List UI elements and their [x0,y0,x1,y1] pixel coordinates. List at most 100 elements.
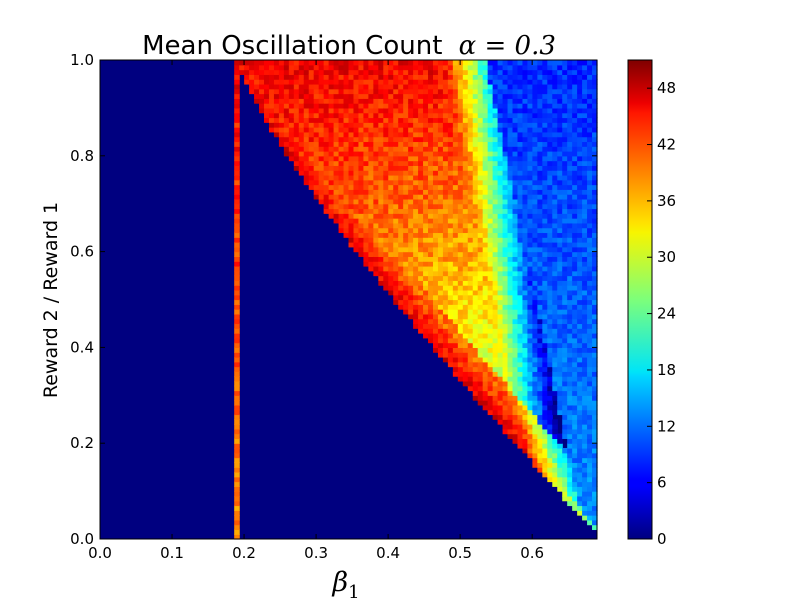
heatmap-cell [234,232,240,238]
heatmap-cell [547,189,553,195]
heatmap-cell [273,69,280,75]
heatmap-cell [587,443,593,449]
heatmap-cell [418,313,424,320]
heatmap-cell [587,515,593,521]
heatmap-cell [338,93,345,99]
heatmap-cell [388,155,394,162]
heatmap-cell [457,342,464,348]
heatmap-cell [338,218,345,224]
heatmap-cell [522,280,529,286]
heatmap-cell [587,491,593,497]
heatmap-cell [467,88,474,95]
heatmap-cell [278,117,285,123]
heatmap-cell [522,83,529,90]
heatmap-cell [577,194,583,200]
heatmap-cell [562,486,568,492]
heatmap-cell [254,79,260,85]
heatmap-cell [507,270,514,277]
y-tick-label: 0.4 [70,338,94,356]
heatmap-cell [547,170,553,176]
y-tick-label: 0.6 [70,243,94,261]
heatmap-cell [298,98,305,104]
heatmap-cell [577,361,583,368]
heatmap-cell [572,404,578,411]
heatmap-cell [472,198,479,205]
heatmap-cell [288,117,295,123]
heatmap-cell [432,328,439,334]
heatmap-cell [413,184,419,190]
heatmap-cell [442,60,449,66]
heatmap-cell [388,131,394,138]
heatmap-cell [557,376,563,382]
heatmap-cell [537,385,543,392]
heatmap-cell [487,270,494,277]
heatmap-cell [358,122,365,128]
heatmap-cell [487,385,494,392]
heatmap-cell [452,155,459,162]
heatmap-cell [512,93,519,99]
heatmap-cell [572,304,578,310]
heatmap-cell [234,424,240,430]
heatmap-cell [557,107,563,114]
heatmap-cell [408,88,414,95]
heatmap-cell [462,194,469,200]
heatmap-cell [472,261,479,267]
heatmap-cell [577,122,583,128]
heatmap-cell [532,117,538,123]
heatmap-cell [447,88,454,95]
heatmap-cell [472,371,479,377]
heatmap-cell [487,333,494,339]
heatmap-cell [323,155,330,162]
heatmap-cell [502,69,509,75]
heatmap-cell [577,103,583,109]
heatmap-cell [373,242,379,248]
heatmap-cell [244,74,250,80]
heatmap-cell [398,222,404,229]
heatmap-cell [567,447,573,454]
heatmap-cell [408,165,414,171]
heatmap-cell [328,160,335,166]
heatmap-cell [532,356,538,363]
heatmap-cell [507,117,514,123]
heatmap-cell [527,117,533,123]
heatmap-cell [413,323,419,329]
heatmap-cell [388,69,394,75]
heatmap-cell [373,93,379,99]
heatmap-cell [447,352,454,358]
heatmap-cell [532,251,538,257]
heatmap-cell [492,103,499,109]
heatmap-cell [393,146,399,152]
heatmap-cell [462,98,469,104]
heatmap-cell [567,395,573,401]
heatmap-cell [423,165,429,171]
heatmap-cell [487,289,494,296]
heatmap-cell [428,127,434,133]
heatmap-cell [527,127,533,133]
heatmap-cell [567,127,573,133]
heatmap-cell [323,107,330,114]
heatmap-cell [373,74,379,80]
heatmap-cell [487,318,494,325]
heatmap-cell [502,342,509,348]
heatmap-cell [234,242,240,248]
heatmap-cell [457,194,464,200]
heatmap-cell [512,299,519,305]
heatmap-cell [582,438,588,444]
heatmap-cell [537,424,543,430]
heatmap-cell [557,404,563,411]
heatmap-cell [423,256,429,262]
heatmap-cell [343,232,350,238]
heatmap-cell [368,208,374,214]
heatmap-cell [442,127,449,133]
heatmap-cell [288,107,295,114]
heatmap-cell [567,337,573,344]
heatmap-cell [418,318,424,325]
heatmap-cell [567,83,573,90]
heatmap-cell [582,83,588,90]
heatmap-cell [587,146,593,152]
heatmap-cell [537,285,543,291]
heatmap-cell [378,194,384,200]
heatmap-cell [497,246,504,253]
heatmap-cell [552,117,558,123]
heatmap-cell [532,438,538,444]
